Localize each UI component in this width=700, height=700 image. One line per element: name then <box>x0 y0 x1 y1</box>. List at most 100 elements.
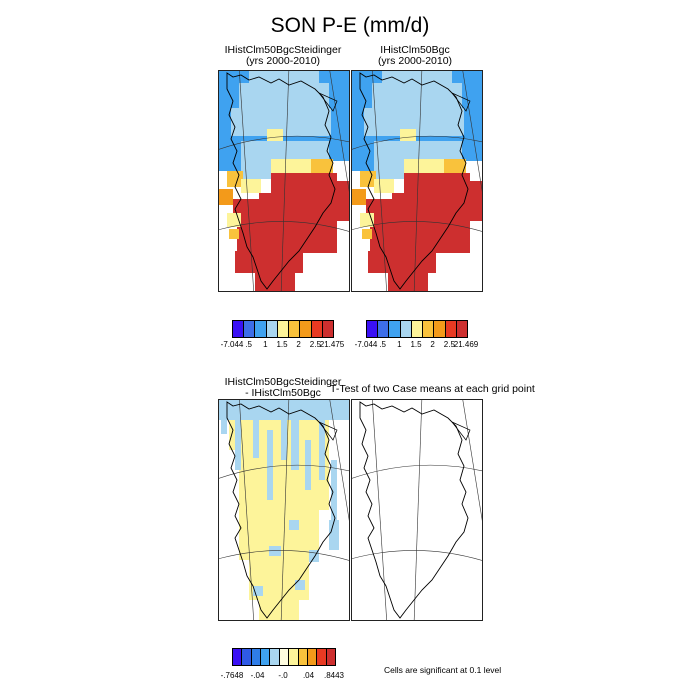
grid-cell <box>319 420 325 480</box>
colorbar-bgc <box>366 320 468 338</box>
grid-cell <box>462 135 482 161</box>
greenland-coastline <box>226 72 336 290</box>
colorbar-tick-label: 2 <box>430 340 435 349</box>
grid-cell <box>370 213 470 253</box>
colorbar-swatch <box>326 649 335 665</box>
colorbar-swatch <box>411 321 424 337</box>
colorbar-tick-label: -7.044 <box>220 340 244 349</box>
grid-cell <box>241 161 271 179</box>
grid-cell <box>362 229 372 239</box>
grid-cell <box>468 181 482 217</box>
grid-cell <box>400 129 416 141</box>
longitude-line <box>280 71 290 291</box>
longitude-line <box>413 71 423 291</box>
grid-cell <box>382 71 452 83</box>
colorbar-swatch <box>434 321 446 337</box>
colorbar-tick-label: .5 <box>245 340 252 349</box>
colorbar-swatch <box>266 321 278 337</box>
map-svg-steidinger <box>219 71 349 291</box>
colorbar-tick-label: 21.469 <box>453 340 479 349</box>
colorbar-swatch <box>242 649 252 665</box>
island-coastline <box>451 92 471 112</box>
grid-cell <box>229 229 239 239</box>
grid-cell <box>444 159 466 173</box>
colorbar-swatch <box>261 649 271 665</box>
grid-cell <box>235 410 241 470</box>
longitude-line <box>239 71 254 291</box>
colorbar-tick-label: 2.5 <box>309 340 321 349</box>
map-svg-ttest <box>352 400 482 620</box>
longitude-line <box>280 400 290 620</box>
grid-cell <box>281 420 287 460</box>
map-panel-bgc <box>351 70 483 292</box>
island-coastline <box>318 92 338 112</box>
colorbar-swatch <box>311 321 323 337</box>
colorbar-difference-labels: -.7648 -.04 -.0 .04 .8443 <box>221 671 344 683</box>
grid-cell <box>235 251 303 273</box>
colorbar-swatch <box>400 321 412 337</box>
colorbar-swatch <box>255 321 267 337</box>
colorbar-swatch <box>277 321 290 337</box>
island-coastline <box>451 421 471 441</box>
grid-cell <box>372 141 468 161</box>
colorbar-swatch <box>233 649 243 665</box>
grid-cell <box>368 251 436 273</box>
graticule <box>219 400 349 620</box>
longitude-line <box>413 400 423 620</box>
grid-cell <box>311 159 333 173</box>
panel2-title-line2: (yrs 2000-2010) <box>377 55 453 67</box>
island-coastline <box>318 421 338 441</box>
latitude-line <box>219 135 349 150</box>
colorbar-swatch <box>298 649 308 665</box>
grid-cell <box>360 171 376 187</box>
grid-cell <box>289 520 299 530</box>
grid-cell <box>352 189 366 205</box>
panel1-title-line2: (yrs 2000-2010) <box>245 55 321 67</box>
colorbar-swatch <box>244 321 256 337</box>
graticule <box>219 71 349 291</box>
grid-cell <box>366 199 400 213</box>
colorbar-swatch <box>367 321 379 337</box>
colorbar-steidinger <box>232 320 334 338</box>
panel2-title-line1: IHistClm50Bgc <box>380 44 450 56</box>
grid-cell <box>269 546 281 556</box>
panel3-title-line2: - IHistClm50Bgc <box>245 387 321 399</box>
longitude-line <box>462 400 482 521</box>
map-panel-difference <box>218 399 350 621</box>
grid-cell <box>239 83 329 108</box>
grid-cell <box>335 181 349 217</box>
colorbar-swatch <box>322 321 333 337</box>
greenland-coastline <box>359 72 469 290</box>
grid-cell <box>329 135 349 161</box>
colorbar-steidinger-labels: -7.044.5 1 1.5 2 2.5 21.475 <box>221 340 345 352</box>
longitude-line <box>462 71 482 192</box>
longitude-line <box>329 71 349 192</box>
colorbar-tick-label: 2 <box>296 340 301 349</box>
colorbar-swatch <box>317 649 327 665</box>
grid-cell <box>295 580 305 590</box>
panel4-title: T-Test of two Case means at each grid po… <box>330 383 535 395</box>
colorbar-tick-label: .8443 <box>323 671 345 680</box>
colorbar-difference <box>232 648 336 666</box>
latitude-line <box>219 221 349 232</box>
latitude-line <box>219 550 349 561</box>
colorbar-swatch <box>300 321 312 337</box>
longitude-line <box>372 400 387 620</box>
grid-cell <box>372 83 462 108</box>
graticule <box>352 400 482 620</box>
colorbar-swatch <box>279 649 290 665</box>
grid-cell <box>404 159 444 173</box>
panel3-title-line1: IHistClm50BgcSteidinger <box>224 376 342 388</box>
colorbar-tick-label: 1.5 <box>410 340 422 349</box>
grid-cell <box>374 161 404 179</box>
latitude-line <box>352 135 482 150</box>
grid-cell <box>352 141 374 171</box>
colorbar-tick-label: -.04 <box>250 671 265 680</box>
longitude-line <box>239 400 254 620</box>
grid-cell <box>267 129 283 141</box>
map-panel-steidinger <box>218 70 350 292</box>
colorbar-tick-label: 2.5 <box>443 340 455 349</box>
colorbar-tick-label: -7.044 <box>354 340 378 349</box>
panel2-title: IHistClm50Bgc (yrs 2000-2010) <box>350 45 480 67</box>
colorbar-swatch <box>233 321 245 337</box>
